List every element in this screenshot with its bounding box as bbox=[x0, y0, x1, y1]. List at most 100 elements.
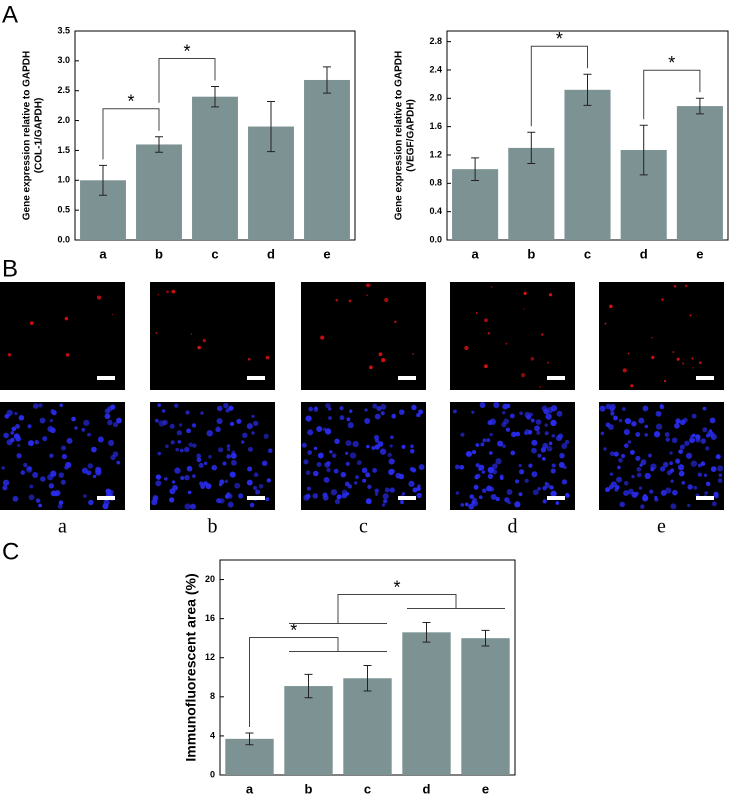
nucleus bbox=[618, 458, 623, 463]
nucleus bbox=[157, 403, 162, 407]
nucleus bbox=[613, 451, 619, 457]
nucleus bbox=[687, 503, 691, 508]
nucleus bbox=[349, 452, 357, 459]
nucleus bbox=[537, 487, 541, 491]
red-signal bbox=[691, 357, 694, 360]
nucleus bbox=[112, 422, 119, 428]
nucleus bbox=[218, 482, 223, 487]
nucleus bbox=[636, 472, 642, 478]
red-signal bbox=[505, 342, 508, 345]
nucleus bbox=[718, 473, 723, 478]
nucleus bbox=[644, 472, 651, 480]
red-signal bbox=[684, 284, 688, 288]
nucleus bbox=[326, 461, 331, 466]
nucleus bbox=[610, 481, 617, 488]
nucleus bbox=[515, 479, 520, 484]
error-bar bbox=[323, 66, 331, 94]
nucleus bbox=[717, 465, 724, 472]
nucleus bbox=[479, 402, 486, 408]
nucleus bbox=[497, 440, 504, 447]
red-signal bbox=[64, 316, 69, 321]
bar bbox=[304, 79, 350, 240]
red-signal bbox=[651, 336, 653, 339]
red-signal bbox=[157, 293, 159, 296]
nucleus bbox=[542, 442, 549, 449]
nucleus bbox=[398, 409, 405, 415]
nucleus bbox=[564, 439, 570, 445]
x-tick-label: a bbox=[471, 246, 479, 261]
red-signal bbox=[541, 333, 544, 336]
nucleus bbox=[217, 447, 224, 453]
nucleus bbox=[316, 426, 323, 433]
nucleus bbox=[490, 493, 497, 500]
nucleus bbox=[531, 447, 537, 454]
nucleus bbox=[679, 419, 686, 426]
nucleus bbox=[246, 479, 253, 486]
nucleus bbox=[710, 466, 717, 472]
nucleus bbox=[87, 463, 94, 469]
red-signal bbox=[523, 291, 527, 295]
nucleus bbox=[263, 433, 269, 439]
nucleus bbox=[155, 480, 162, 487]
nucleus bbox=[330, 489, 338, 496]
x-tick-label: c bbox=[364, 781, 371, 796]
nucleus bbox=[377, 441, 384, 447]
error-bar bbox=[245, 732, 254, 746]
nucleus bbox=[418, 409, 424, 415]
significance-bracket bbox=[249, 637, 339, 727]
nucleus bbox=[308, 406, 314, 412]
nucleus bbox=[323, 476, 330, 483]
y-tick-label: 0 bbox=[210, 769, 215, 779]
nucleus bbox=[380, 411, 385, 416]
nucleus bbox=[27, 424, 32, 429]
nucleus bbox=[408, 480, 415, 487]
bar bbox=[402, 632, 451, 775]
nucleus bbox=[196, 457, 202, 463]
red-signal bbox=[484, 364, 488, 369]
red-signal bbox=[547, 361, 550, 364]
nucleus bbox=[15, 424, 20, 429]
nucleus bbox=[14, 411, 18, 416]
bar bbox=[284, 686, 333, 775]
nucleus bbox=[164, 477, 168, 481]
nucleus bbox=[2, 485, 8, 491]
nucleus bbox=[230, 459, 237, 466]
nucleus bbox=[648, 453, 652, 458]
y-axis-label: Gene expression relative to GAPDH bbox=[22, 51, 33, 221]
y-axis-label: (VEGF/GAPDH) bbox=[406, 99, 417, 172]
nucleus bbox=[34, 439, 39, 445]
error-bar bbox=[363, 665, 372, 692]
y-axis-label: (COL-1/GAPDH) bbox=[34, 98, 45, 174]
nucleus bbox=[514, 501, 521, 508]
nucleus bbox=[454, 464, 460, 470]
nucleus bbox=[374, 488, 379, 493]
nucleus bbox=[18, 415, 25, 421]
nucleus bbox=[176, 430, 183, 436]
nucleus bbox=[487, 420, 493, 426]
bar bbox=[136, 144, 182, 240]
nucleus bbox=[346, 417, 351, 422]
scale-bar bbox=[547, 376, 565, 380]
y-tick-label: 20 bbox=[205, 574, 215, 584]
nucleus bbox=[305, 470, 311, 476]
nucleus bbox=[418, 464, 425, 470]
nucleus bbox=[684, 440, 690, 447]
nucleus bbox=[411, 467, 417, 473]
nucleus bbox=[524, 478, 529, 483]
nucleus bbox=[482, 438, 487, 443]
nucleus bbox=[473, 484, 479, 490]
nucleus bbox=[702, 427, 708, 433]
nucleus bbox=[58, 472, 65, 478]
y-tick-label: 1.6 bbox=[429, 121, 442, 131]
nucleus bbox=[388, 458, 395, 465]
red-signal bbox=[490, 286, 493, 288]
nucleus bbox=[642, 494, 648, 499]
nucleus bbox=[550, 468, 556, 474]
scale-bar bbox=[247, 376, 265, 380]
nucleus bbox=[535, 419, 542, 425]
nucleus bbox=[306, 486, 311, 491]
nucleus bbox=[223, 402, 229, 409]
nucleus bbox=[186, 465, 193, 472]
micrograph bbox=[0, 282, 125, 390]
significance-bracket bbox=[337, 594, 457, 624]
